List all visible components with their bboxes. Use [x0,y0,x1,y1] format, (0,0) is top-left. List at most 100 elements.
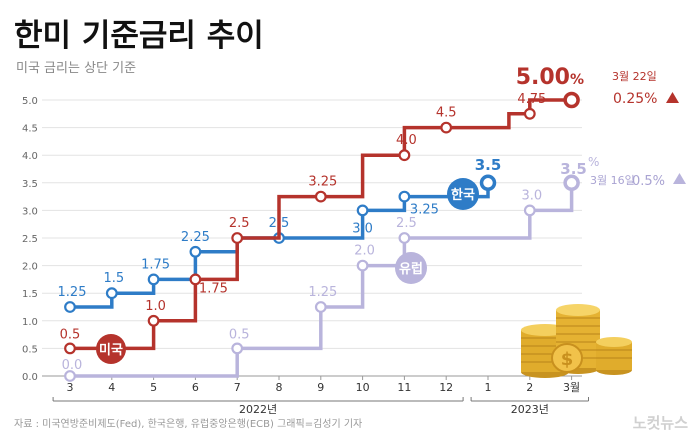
x-tick-label: 10 [356,381,370,394]
data-point-us [523,107,536,120]
x-group-label: 2022년 [239,403,277,416]
svg-text:5.00%: 5.00% [516,65,584,90]
x-tick-label: 5 [150,381,157,394]
data-point-us [64,342,76,355]
data-point-korea [398,190,411,203]
data-label-europe: 3.5 [560,160,587,178]
data-label-us: 1.75 [199,281,228,296]
x-tick-label: 2 [526,381,533,394]
data-label-europe: 1.25 [308,285,337,300]
data-point-korea [64,301,76,313]
x-tick-label: 1 [485,381,492,394]
data-point-europe [398,232,411,244]
x-tick-label: 9 [317,381,324,394]
watermark-logo: 노컷뉴스 [633,414,688,432]
y-tick-label: 0.0 [22,372,38,383]
x-tick-label: 8 [276,381,283,394]
source-note: 자료 : 미국연방준비제도(Fed), 한국은행, 유럽중앙은행(ECB) 그래… [14,418,362,430]
data-label-korea: 3.5 [475,156,502,174]
y-tick-label: 0.5 [22,344,38,355]
x-tick-label: 3월 [563,381,580,394]
y-tick-label: 1.5 [22,289,38,300]
x-tick-label: 7 [234,381,241,394]
europe-latest-change: 0.5% [632,174,665,189]
increase-arrow-icon [673,173,686,184]
series-us: 0.51.01.752.53.254.04.54.75 [60,91,580,355]
data-point-us [563,91,580,109]
data-label-europe: 0.5 [229,327,250,342]
x-tick-label: 12 [439,381,453,394]
data-label-us: 4.5 [436,106,457,121]
data-label-europe: 0.0 [62,358,83,373]
data-label-korea: 2.25 [181,230,210,245]
svg-text:$: $ [561,349,574,370]
data-point-us [147,314,160,327]
us-latest-unit: % [570,72,584,88]
x-tick-label: 6 [192,381,199,394]
data-point-europe [314,301,327,313]
legend-badge-us: 미국 [96,334,126,364]
europe-annotation: % 3월 16일 0.5% [588,155,686,189]
x-tick-label: 4 [108,381,115,394]
us-latest-change: 0.25% [613,91,657,107]
data-label-korea: 1.5 [103,271,124,286]
legend-label-korea: 한국 [451,187,475,203]
data-label-europe: 2.0 [354,244,375,259]
series-korea: 1.25 1.5 1.75 2.25 2.5 3.0 3.25 3.5 [58,156,502,313]
data-point-korea [479,174,497,192]
data-point-korea [105,287,118,300]
y-tick-label: 2.5 [22,234,38,245]
data-label-us: 3.25 [308,175,337,190]
data-point-us [189,273,202,286]
us-latest-date: 3월 22일 [612,69,657,83]
europe-latest-unit: % [588,155,599,169]
x-tick-label: 11 [397,381,411,394]
series-europe: 0.0 0.5 1.25 2.0 2.5 3.0 3.5 [62,160,587,382]
y-tick-label: 4.5 [22,124,38,135]
y-tick-label: 3.5 [22,179,38,190]
y-tick-label: 2.0 [22,262,38,273]
legend-label-europe: 유럽 [399,262,423,277]
data-point-europe [356,259,369,272]
data-label-korea: 3.0 [352,221,373,236]
data-label-us: 1.0 [145,299,166,314]
chart-title: 한미 기준금리 추이 [14,18,264,54]
data-label-europe: 2.5 [396,216,417,231]
europe-latest-date: 3월 16일 [590,173,635,187]
y-axis: 0.0 0.5 1.0 1.5 2.0 2.5 3.0 3.5 4.0 4.5 5.0 [22,96,38,383]
data-point-korea [147,273,160,286]
legend-badge-europe: 유럽 [395,252,427,284]
y-tick-label: 5.0 [22,96,38,107]
y-tick-label: 4.0 [22,151,38,162]
data-point-us [440,121,453,134]
y-tick-label: 1.0 [22,317,38,328]
y-tick-label: 3.0 [22,206,38,217]
data-label-korea: 1.25 [58,285,87,300]
coin-stack-icon: $ [521,304,632,378]
data-point-us [314,190,327,203]
data-point-europe [64,370,76,382]
data-label-korea: 1.75 [141,257,170,272]
data-label-us: 4.0 [396,133,417,148]
data-point-korea [356,204,369,217]
data-label-us: 4.75 [517,92,546,107]
data-point-korea [189,245,202,258]
data-point-europe [563,174,580,192]
data-label-us: 0.5 [60,327,81,342]
data-label-europe: 3.0 [521,188,542,203]
us-annotation: 5.00% 3월 22일 0.25% [516,65,679,107]
data-point-us [398,149,411,162]
x-group-label: 2023년 [511,403,549,416]
legend-label-us: 미국 [99,342,123,358]
data-label-korea: 3.25 [410,203,439,218]
data-point-europe [231,342,244,355]
legend-badge-korea: 한국 [447,178,479,210]
increase-arrow-icon [666,92,679,103]
data-label-us: 2.5 [229,216,250,231]
us-latest-value: 5.00 [516,65,570,90]
data-point-europe [523,204,536,217]
x-tick-label: 3 [67,381,74,394]
